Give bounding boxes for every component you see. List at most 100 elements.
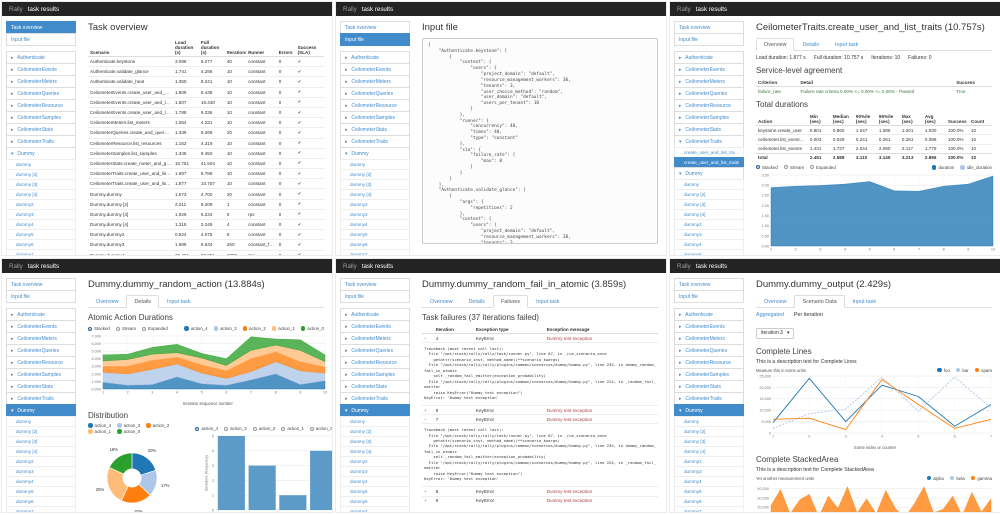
rally-brand[interactable]: Rally — [677, 5, 691, 13]
column-header-load-duration-s[interactable]: Load duration (s) — [172, 38, 199, 57]
sidebar-item-dummy7[interactable]: dummy7 — [6, 506, 76, 512]
tab-details[interactable]: Details — [802, 41, 819, 48]
tab-failures[interactable]: Failures — [492, 295, 529, 308]
column-header-scenario[interactable]: Scenario — [88, 38, 173, 57]
rally-brand[interactable]: Rally — [343, 5, 357, 13]
radio-expanded[interactable]: Expanded — [142, 326, 168, 331]
legend-item-action-0[interactable]: action_0 — [300, 326, 324, 331]
legend-item-action-2[interactable]: action_2 — [242, 326, 266, 331]
collapse-icon[interactable]: − — [422, 332, 434, 343]
radio-stacked[interactable]: Stacked — [756, 165, 778, 170]
column-header-iterations[interactable]: Iterations — [224, 38, 247, 57]
column-header-criterion[interactable]: Criterion — [756, 78, 799, 87]
svg-text:2: 2 — [795, 247, 797, 251]
expand-icon[interactable]: + — [422, 486, 434, 496]
tab-overview[interactable]: Overview — [764, 298, 787, 305]
rally-brand[interactable]: Rally — [677, 262, 691, 270]
legend-color-dot-icon — [974, 367, 980, 373]
tab-overview[interactable]: Overview — [96, 298, 119, 305]
failure-row[interactable]: +9 KeyError Dummy test exception — [422, 495, 658, 505]
expand-icon[interactable]: + — [422, 495, 434, 505]
tab-input-task[interactable]: Input task — [852, 298, 877, 305]
sidebar-item-dummy7[interactable]: dummy7 — [340, 506, 410, 512]
legend-item-action-1[interactable]: action_1 — [271, 326, 295, 331]
sidebar-group-ceilometerevents[interactable]: ▸ CeilometerEvents — [674, 63, 744, 76]
column-header-errors[interactable]: Errors — [276, 38, 296, 57]
radio-stream[interactable]: Stream — [783, 165, 804, 170]
radio-action-3[interactable]: action_3 — [224, 426, 247, 431]
sidebar-item-dummy7[interactable]: dummy7 — [6, 249, 76, 255]
per-iteration-link[interactable]: Per iteration — [793, 312, 823, 318]
legend-item-action-4[interactable]: action_4 — [88, 423, 111, 428]
cell-load-duration-s: 2.011 — [172, 198, 199, 210]
tab-overview[interactable]: Overview — [756, 38, 795, 51]
failure-row[interactable]: +5 KeyError Dummy test exception — [422, 405, 658, 415]
legend-item-foo[interactable]: foo — [937, 368, 950, 373]
column-header-runner[interactable]: Runner — [246, 38, 277, 57]
sidebar-item-dummy5[interactable]: dummy5 — [674, 249, 744, 255]
column-header-min-sec[interactable]: Min (sec) — [807, 112, 831, 127]
sidebar-item-input-file[interactable]: Input file — [6, 33, 76, 46]
chevron-right-icon: ▸ — [11, 311, 14, 318]
tab-scenario-data[interactable]: Scenario Data — [794, 295, 845, 308]
failure-row[interactable]: −4 KeyError Dummy test exception — [422, 332, 658, 343]
legend-item-spam[interactable]: spam — [974, 367, 992, 373]
radio-action-4[interactable]: action_4 — [195, 426, 218, 431]
sidebar-item-input-file[interactable]: Input file — [340, 33, 410, 46]
radio-stream[interactable]: Stream — [115, 326, 136, 331]
column-header-95-ile-sec[interactable]: 95%ile (sec) — [876, 112, 900, 127]
tab-input-task[interactable]: Input task — [834, 41, 859, 48]
legend-item-action-3[interactable]: action_3 — [117, 423, 140, 428]
legend-item-beta[interactable]: beta — [949, 476, 965, 481]
tab-overview[interactable]: Overview — [430, 298, 453, 305]
expand-icon[interactable]: + — [422, 405, 434, 415]
column-header-detail[interactable]: Detail — [798, 78, 955, 87]
column-header-success[interactable]: Success — [945, 112, 969, 127]
column-header-max-sec[interactable]: Max (sec) — [899, 112, 923, 127]
radio-action-2[interactable]: action_2 — [252, 426, 275, 431]
radio-stacked[interactable]: Stacked — [88, 326, 110, 331]
rally-brand[interactable]: Rally — [9, 262, 23, 270]
column-header-90-ile-sec[interactable]: 90%ile (sec) — [853, 112, 877, 127]
column-header-action[interactable]: Action — [756, 112, 808, 127]
rally-brand[interactable]: Rally — [9, 5, 23, 13]
legend-item-action-4[interactable]: action_4 — [184, 326, 208, 331]
rally-brand[interactable]: Rally — [343, 262, 357, 270]
column-header-avg-sec[interactable]: Avg (sec) — [922, 112, 946, 127]
tab-details[interactable]: Details — [468, 298, 485, 305]
legend-item-alpha[interactable]: alpha — [926, 476, 944, 481]
sidebar-item-input-file[interactable]: Input file — [674, 290, 744, 303]
svg-text:2: 2 — [127, 391, 129, 395]
sidebar-item-dummy7[interactable]: dummy7 — [340, 249, 410, 255]
tab-details[interactable]: Details — [126, 295, 159, 308]
legend-item-gamma[interactable]: gamma — [970, 476, 992, 481]
legend-item-duration[interactable]: duration — [931, 165, 954, 170]
legend-item-action-3[interactable]: action_3 — [213, 326, 237, 331]
radio-icon — [88, 326, 92, 331]
legend-item-action-0[interactable]: action_0 — [117, 429, 140, 434]
iteration-select[interactable]: iteration 3 ▾ — [756, 327, 795, 339]
column-header-full-duration-s[interactable]: Full duration (s) — [198, 38, 225, 57]
column-header-success-sla[interactable]: Success (SLA) — [295, 38, 324, 57]
radio-action-0[interactable]: action_0 — [309, 426, 332, 431]
legend-item-action-1[interactable]: action_1 — [88, 429, 111, 434]
legend-item-idle-duration[interactable]: idle_duration — [960, 165, 992, 170]
collapse-icon[interactable]: − — [422, 414, 434, 424]
sidebar-item-dummy7[interactable]: dummy7 — [674, 506, 744, 512]
column-header-success[interactable]: Success — [954, 78, 992, 87]
column-header-median-sec[interactable]: Median (sec) — [830, 112, 854, 127]
tab-input-task[interactable]: Input task — [166, 298, 191, 305]
sidebar-item-input-file[interactable]: Input file — [674, 33, 744, 46]
radio-expanded[interactable]: Expanded — [810, 165, 836, 170]
column-header-count[interactable]: Count — [968, 112, 992, 127]
aggregated-link[interactable]: Aggregated — [756, 312, 784, 318]
legend-item-bar[interactable]: bar — [955, 368, 969, 373]
sidebar-item-input-file[interactable]: Input file — [340, 290, 410, 303]
radio-action-1[interactable]: action_1 — [281, 426, 304, 431]
legend-item-action-2[interactable]: action_2 — [146, 423, 169, 428]
svg-text:7.000: 7.000 — [91, 334, 101, 338]
failure-row[interactable]: −7 KeyError Dummy test exception — [422, 414, 658, 424]
failure-row[interactable]: +8 KeyError Dummy test exception — [422, 486, 658, 496]
tab-input-task[interactable]: Input task — [536, 298, 560, 305]
sidebar-item-input-file[interactable]: Input file — [6, 290, 76, 303]
